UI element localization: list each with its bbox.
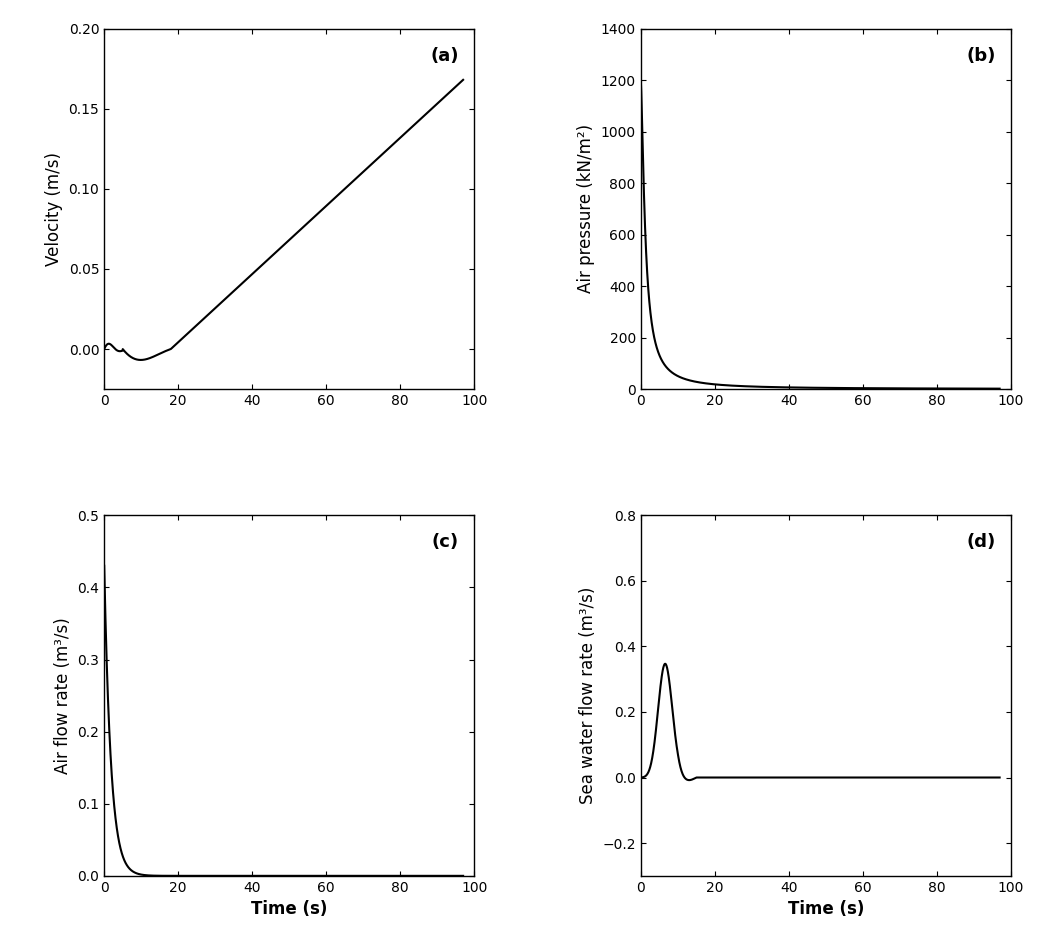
Text: (b): (b) bbox=[966, 47, 996, 65]
Text: (d): (d) bbox=[967, 533, 996, 551]
Text: (a): (a) bbox=[430, 47, 458, 65]
Y-axis label: Air pressure (kN/m²): Air pressure (kN/m²) bbox=[577, 125, 595, 293]
Y-axis label: Sea water flow rate (m³/s): Sea water flow rate (m³/s) bbox=[578, 586, 597, 804]
X-axis label: Time (s): Time (s) bbox=[251, 901, 327, 919]
X-axis label: Time (s): Time (s) bbox=[788, 901, 864, 919]
Text: (c): (c) bbox=[431, 533, 458, 551]
Y-axis label: Velocity (m/s): Velocity (m/s) bbox=[45, 151, 63, 266]
Y-axis label: Air flow rate (m³/s): Air flow rate (m³/s) bbox=[54, 617, 72, 774]
